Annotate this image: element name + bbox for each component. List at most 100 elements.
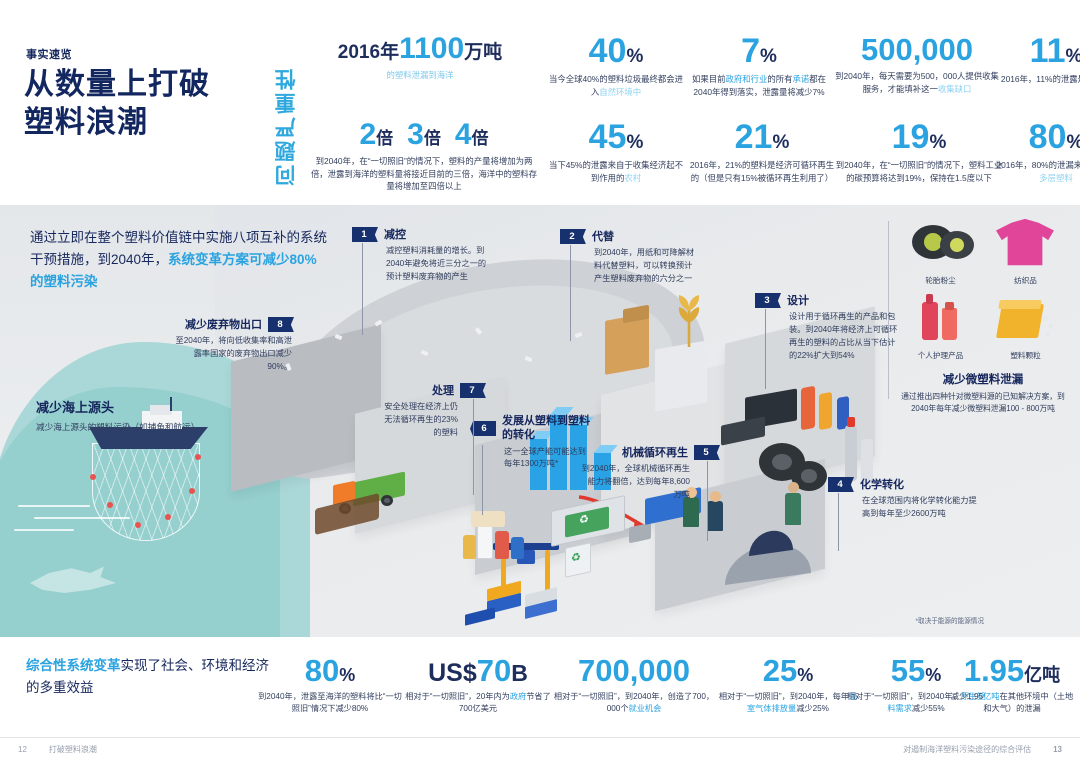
callout-number: 3 <box>755 293 781 309</box>
stat-number: 21 <box>734 118 773 156</box>
bstat-number: 25 <box>762 653 798 688</box>
recycle-symbol-icon: ♻ <box>579 512 589 528</box>
worker-body <box>683 497 699 527</box>
stat-desc-highlight: 收集缺口 <box>937 83 972 94</box>
stat-desc-a: 如果目前 <box>692 74 726 84</box>
callout-number: 6 <box>470 421 496 437</box>
micro-item-label: 个人护理产品 <box>917 351 964 360</box>
recycle-symbol-icon: ♻ <box>571 550 581 566</box>
callout-6-plastic-to-plastic: 6 发展从塑料到塑料的转化 这一全球产能可能达到每年1300万吨* <box>470 415 590 515</box>
panel-intro-highlight: 系统变革方案可减少80%的塑料污染 <box>30 251 317 289</box>
top-section: 事实速览 从数量上打破 塑料浪潮 问题严重性 2016年1100万吨 的塑料泄漏… <box>0 0 1080 205</box>
bag-icon <box>471 511 505 527</box>
stat-value: 40% <box>546 34 686 68</box>
callout-stem <box>838 493 839 551</box>
worker-head <box>788 482 799 493</box>
callout-number: 2 <box>560 229 586 245</box>
stat-desc: 如果目前政府和行业的所有承诺都在2040年得到落实，泄露量将减少7% <box>688 73 830 98</box>
callout-5-mechanical: 机械循环再生 5 到2040年，全球机械循环再生能力将翻倍，达到每年8,600万… <box>580 445 720 541</box>
stat-desc-a: 当今全球40%的塑料垃圾最终都会进入 <box>548 74 683 97</box>
stat-value: 80% <box>996 120 1080 154</box>
multiplier-2-unit: 倍 <box>376 129 394 148</box>
bstat-desc-b: 减少25% <box>796 704 829 714</box>
callout-1-reduce: 1 减控 减控塑料消耗量的增长。到2040年避免将近三分之一的预计塑料废弃物的产… <box>352 227 492 335</box>
microplastics-grid: 轮胎粉尘 纺织品 <box>900 215 1066 361</box>
bstat-desc-highlight: 温室气体排放量 <box>747 692 858 714</box>
callout-4-chemical: 4 化学转化 在全球范围内将化学转化能力提高到每年至少2600万吨 <box>828 477 978 551</box>
stat-value: 2016年1100万吨 <box>310 34 530 64</box>
callout-desc: 到2040年，用纸和可降解材料代替塑料，可以转换预计产生塑料废弃物的六分之一 <box>594 248 695 283</box>
wave-line <box>14 529 74 531</box>
callout-flag-row: 4 化学转化 <box>828 477 978 493</box>
stat-seven-pct: 7% 如果目前政府和行业的所有承诺都在2040年得到落实，泄露量将减少7% <box>688 34 830 98</box>
bstat-desc-b: 节省了700亿美元 <box>458 692 551 714</box>
bstat-currency-prefix: US$ <box>428 659 477 687</box>
worker-body <box>785 493 801 525</box>
stat-percent-sign: % <box>760 46 777 67</box>
stat-eleven-pct: 11% 2016年，11%的泄露是微塑料 <box>996 34 1080 86</box>
stat-percent-sign: % <box>626 46 644 67</box>
stat-value: 19% <box>834 120 1004 154</box>
bstat-desc-highlight: 亿吨 <box>983 692 1000 701</box>
stat-desc: 的塑料泄漏到海洋 <box>386 70 454 80</box>
stat-forty-five-pct: 45% 当下45%的泄露来自于收集经济起不到作用的农村 <box>546 120 686 184</box>
panel-intro-a: 通过立即在整个塑料价值链中实施八项互补的系统干预措施，到2040年， <box>30 230 327 267</box>
multiplier-4: 4 <box>454 118 472 151</box>
bstat-number: 1.95 <box>963 653 1025 688</box>
callout-flag-row: 机械循环再生 5 <box>580 445 720 461</box>
pellets-icon <box>985 290 1066 348</box>
stat-desc: 到2040年，在“一切照旧”的情况下，塑料的产量将增加为两倍，泄露到海洋的塑料量… <box>310 156 538 192</box>
bar <box>570 417 594 490</box>
callout-flag-row: 2 代替 <box>560 229 700 245</box>
bstat-desc-a: 相对于“一切照旧”，20年内为 <box>405 692 510 701</box>
callout-stem <box>765 309 766 389</box>
tire-icon <box>759 443 805 481</box>
stat-desc: 到2040年，每天需要为500，000人提供收集服务，才能填补这一收集缺口 <box>834 70 1000 95</box>
truck-wheel-icon <box>381 495 393 506</box>
multiplier-4-unit: 倍 <box>471 129 489 148</box>
bar <box>550 407 574 490</box>
worker-head <box>710 491 721 502</box>
footer-divider <box>0 737 1080 738</box>
stat-desc: 2016年，21%的塑料是经济可循环再生的（但是只有15%被循环再生利用了） <box>689 160 835 183</box>
bstat-usd-70b: US$70B 相对于“一切照旧”，20年内为政府节省了700亿美元 <box>404 655 552 716</box>
stat-desc: 到2040年，在“一切照旧”的情况下，塑料工业的碳预算将达到19%，保持在1.5… <box>835 160 1003 183</box>
bottle-icon <box>477 525 493 559</box>
callout-desc: 至2040年，将向低收集率和高泄露率国家的废弃物出口减少90%。 <box>175 336 292 371</box>
stat-value: 11% <box>996 34 1080 68</box>
callout-desc: 安全处理在经济上仍无法循环再生的23%的塑料 <box>384 402 458 437</box>
bstat-desc-highlight: 原生塑料需求 <box>887 692 986 714</box>
callout-stem <box>482 445 483 515</box>
bstat-virgin-plastic: 55% 相对于“一切照旧”，到2040年，原生塑料需求减少55% <box>846 655 986 716</box>
footer-page-number-left: 12 <box>18 745 27 754</box>
fishing-net-icon <box>90 443 201 541</box>
callout-stem <box>707 461 708 541</box>
tire-icon <box>900 215 981 273</box>
stat-twentyone-pct: 21% 2016年，21%的塑料是经济可循环再生的（但是只有15%被循环再生利用… <box>688 120 836 184</box>
footer-left: 12 打破塑料浪潮 <box>18 744 97 755</box>
top-stats-grid: 2016年1100万吨 的塑料泄漏到海洋 2倍 3倍 4倍 到2040年，在“一切照… <box>310 32 1080 199</box>
panel-intro-text: 通过立即在整个塑料价值链中实施八项互补的系统干预措施，到2040年，系统变革方案… <box>30 227 330 293</box>
chemical-column-icon <box>845 425 857 481</box>
microplastics-panel: 轮胎粉尘 纺织品 <box>888 215 1066 413</box>
callout-flag-row: 3 设计 <box>755 293 903 309</box>
callout-flag-row: 处理 7 <box>378 383 486 399</box>
bstat-land-air: 1.95亿吨 减少1.95亿吨在其他环境中（土地和大气）的泄漏 <box>948 655 1076 716</box>
callout-stem <box>473 399 474 495</box>
stat-unit: 万吨 <box>464 42 503 63</box>
callout-flag-row: 6 发展从塑料到塑料的转化 <box>470 415 590 443</box>
footer-label-left: 打破塑料浪潮 <box>48 745 97 754</box>
stat-desc-a: 当下45%的泄露来自于收集经济起不到作用的 <box>548 160 683 183</box>
chemical-column-icon <box>861 439 873 483</box>
bstat-value: 1.95亿吨 <box>948 655 1076 686</box>
callout-2-substitute: 2 代替 到2040年，用纸和可降解材料代替塑料，可以转换预计产生塑料废弃物的六… <box>560 229 700 341</box>
stat-percent-sign: % <box>772 132 790 153</box>
cosmetics-icon <box>900 290 981 348</box>
bar <box>594 445 618 490</box>
multiplier-2: 2 <box>359 118 377 151</box>
stat-value: 500,000 <box>860 32 974 67</box>
footer-label-right: 对遏制海洋塑料污染途径的综合评估 <box>903 745 1032 754</box>
bstat-desc-highlight: 政府 <box>509 692 527 701</box>
bstat-desc: 相对于“一切照旧”，到2040年，每年温室气体排放量减少25% <box>718 691 858 716</box>
bstat-desc: 相对于“一切照旧”，到2040年，原生塑料需求减少55% <box>846 691 986 716</box>
